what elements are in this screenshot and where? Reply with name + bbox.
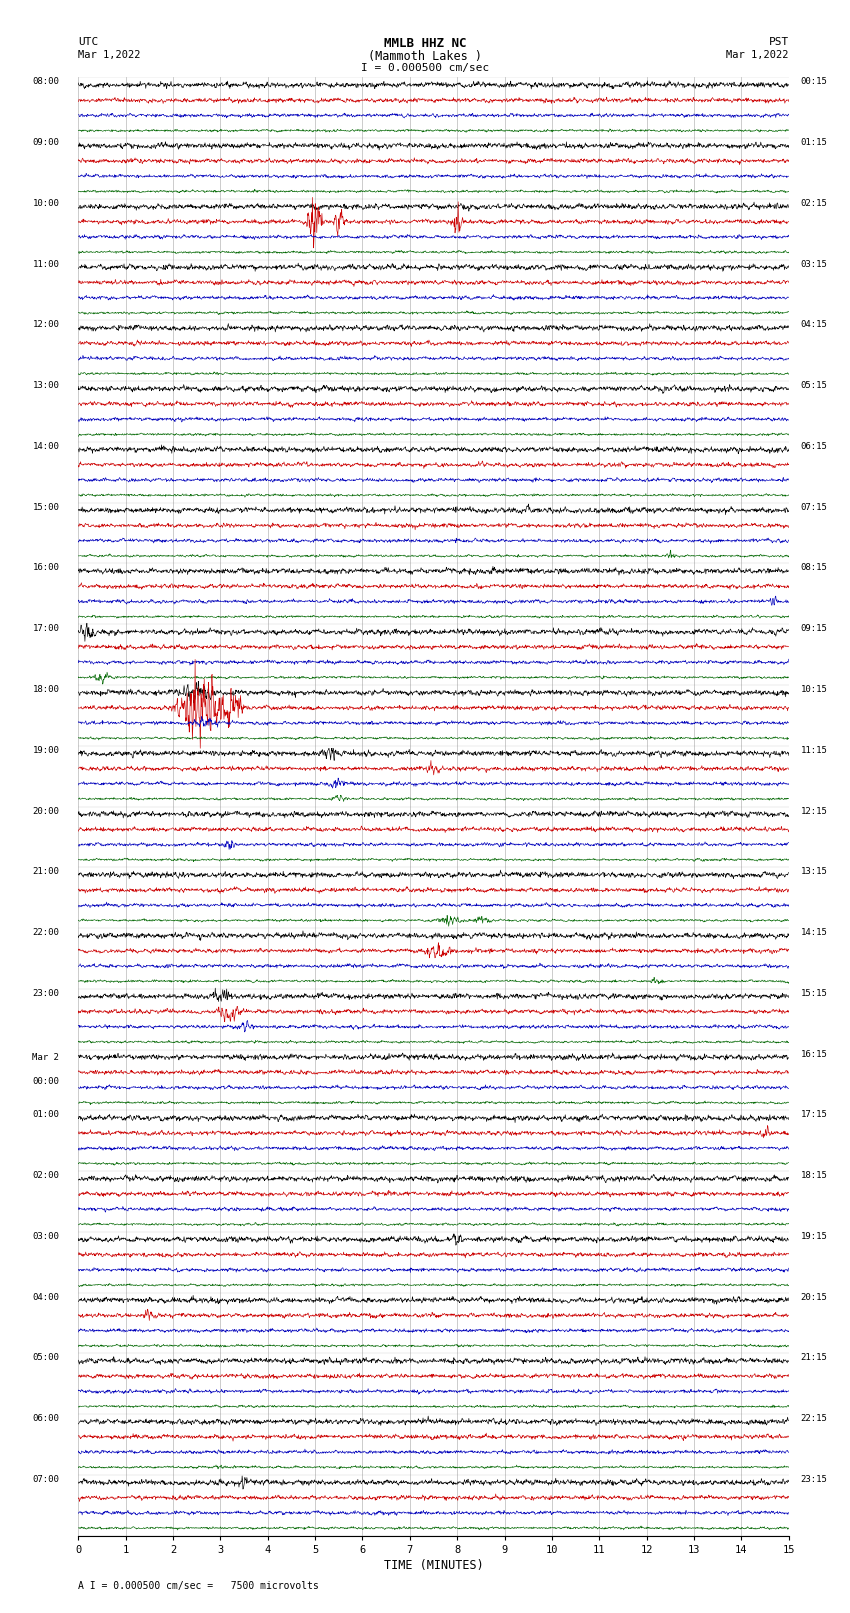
Text: 10:15: 10:15 <box>801 686 828 694</box>
Text: 19:15: 19:15 <box>801 1232 828 1240</box>
Text: 02:00: 02:00 <box>32 1171 60 1181</box>
Text: 06:15: 06:15 <box>801 442 828 452</box>
Text: 07:00: 07:00 <box>32 1474 60 1484</box>
Text: 17:15: 17:15 <box>801 1110 828 1119</box>
Text: 12:15: 12:15 <box>801 806 828 816</box>
Text: 09:15: 09:15 <box>801 624 828 634</box>
Text: 23:15: 23:15 <box>801 1474 828 1484</box>
Text: 03:00: 03:00 <box>32 1232 60 1240</box>
Text: PST: PST <box>768 37 789 47</box>
Text: I = 0.000500 cm/sec: I = 0.000500 cm/sec <box>361 63 489 73</box>
Text: (Mammoth Lakes ): (Mammoth Lakes ) <box>368 50 482 63</box>
Text: 13:15: 13:15 <box>801 868 828 876</box>
Text: 01:15: 01:15 <box>801 139 828 147</box>
Text: 05:15: 05:15 <box>801 381 828 390</box>
Text: 07:15: 07:15 <box>801 503 828 511</box>
X-axis label: TIME (MINUTES): TIME (MINUTES) <box>383 1558 484 1571</box>
Text: Mar 1,2022: Mar 1,2022 <box>78 50 141 60</box>
Text: 23:00: 23:00 <box>32 989 60 998</box>
Text: 17:00: 17:00 <box>32 624 60 634</box>
Text: 05:00: 05:00 <box>32 1353 60 1363</box>
Text: MMLB HHZ NC: MMLB HHZ NC <box>383 37 467 50</box>
Text: 18:00: 18:00 <box>32 686 60 694</box>
Text: 16:00: 16:00 <box>32 563 60 573</box>
Text: 18:15: 18:15 <box>801 1171 828 1181</box>
Text: Mar 2: Mar 2 <box>32 1053 60 1061</box>
Text: 04:00: 04:00 <box>32 1292 60 1302</box>
Text: 14:15: 14:15 <box>801 927 828 937</box>
Text: 11:00: 11:00 <box>32 260 60 269</box>
Text: 00:00: 00:00 <box>32 1077 60 1086</box>
Text: 06:00: 06:00 <box>32 1415 60 1423</box>
Text: 02:15: 02:15 <box>801 198 828 208</box>
Text: 14:00: 14:00 <box>32 442 60 452</box>
Text: 13:00: 13:00 <box>32 381 60 390</box>
Text: UTC: UTC <box>78 37 99 47</box>
Text: 01:00: 01:00 <box>32 1110 60 1119</box>
Text: 15:00: 15:00 <box>32 503 60 511</box>
Text: 22:15: 22:15 <box>801 1415 828 1423</box>
Text: 10:00: 10:00 <box>32 198 60 208</box>
Text: A I = 0.000500 cm/sec =   7500 microvolts: A I = 0.000500 cm/sec = 7500 microvolts <box>78 1581 319 1590</box>
Text: 20:15: 20:15 <box>801 1292 828 1302</box>
Text: 21:15: 21:15 <box>801 1353 828 1363</box>
Text: 22:00: 22:00 <box>32 927 60 937</box>
Text: 03:15: 03:15 <box>801 260 828 269</box>
Text: 20:00: 20:00 <box>32 806 60 816</box>
Text: 19:00: 19:00 <box>32 745 60 755</box>
Text: 21:00: 21:00 <box>32 868 60 876</box>
Text: 15:15: 15:15 <box>801 989 828 998</box>
Text: 04:15: 04:15 <box>801 321 828 329</box>
Text: 08:00: 08:00 <box>32 77 60 87</box>
Text: 09:00: 09:00 <box>32 139 60 147</box>
Text: 12:00: 12:00 <box>32 321 60 329</box>
Text: 00:15: 00:15 <box>801 77 828 87</box>
Text: 08:15: 08:15 <box>801 563 828 573</box>
Text: 16:15: 16:15 <box>801 1050 828 1058</box>
Text: Mar 1,2022: Mar 1,2022 <box>726 50 789 60</box>
Text: 11:15: 11:15 <box>801 745 828 755</box>
